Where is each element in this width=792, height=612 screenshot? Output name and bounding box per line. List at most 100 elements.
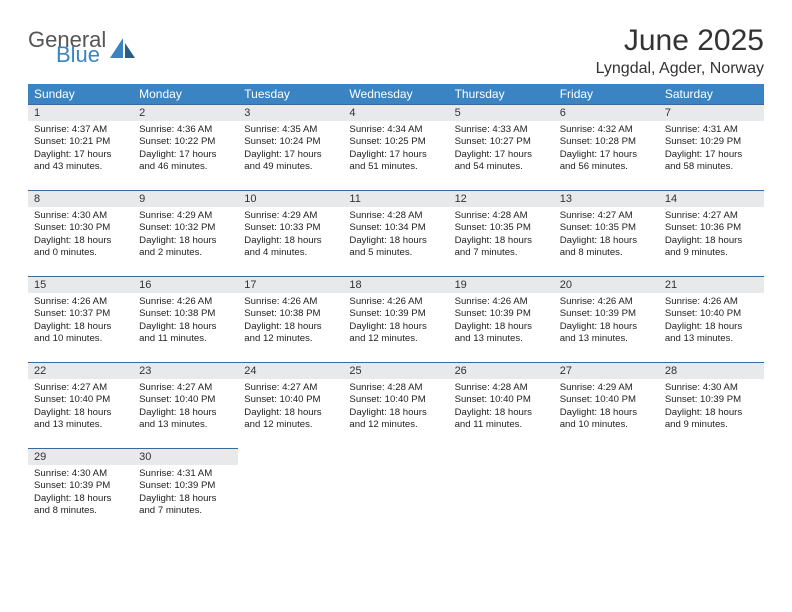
calendar-cell: 4Sunrise: 4:34 AMSunset: 10:25 PMDayligh…: [343, 104, 448, 190]
calendar-row: 8Sunrise: 4:30 AMSunset: 10:30 PMDayligh…: [28, 190, 764, 276]
weekday-header: Sunday: [28, 84, 133, 104]
calendar-cell: 13Sunrise: 4:27 AMSunset: 10:35 PMDaylig…: [554, 190, 659, 276]
sunrise-line: Sunrise: 4:30 AM: [34, 210, 127, 222]
cell-body: Sunrise: 4:30 AMSunset: 10:39 PMDaylight…: [28, 465, 133, 523]
sunrise-line: Sunrise: 4:31 AM: [665, 124, 758, 136]
daylight-line: Daylight: 18 hours and 7 minutes.: [455, 235, 548, 260]
day-number: 30: [133, 448, 238, 465]
calendar-cell: 18Sunrise: 4:26 AMSunset: 10:39 PMDaylig…: [343, 276, 448, 362]
day-number: 24: [238, 362, 343, 379]
logo: General Blue: [28, 30, 136, 66]
day-number: 12: [449, 190, 554, 207]
sunrise-line: Sunrise: 4:27 AM: [34, 382, 127, 394]
day-number: 19: [449, 276, 554, 293]
cell-body: Sunrise: 4:32 AMSunset: 10:28 PMDaylight…: [554, 121, 659, 179]
calendar-cell: 22Sunrise: 4:27 AMSunset: 10:40 PMDaylig…: [28, 362, 133, 448]
sunset-line: Sunset: 10:27 PM: [455, 136, 548, 148]
sunset-line: Sunset: 10:39 PM: [455, 308, 548, 320]
daylight-line: Daylight: 18 hours and 8 minutes.: [560, 235, 653, 260]
sunrise-line: Sunrise: 4:36 AM: [139, 124, 232, 136]
daylight-line: Daylight: 18 hours and 13 minutes.: [34, 407, 127, 432]
sunset-line: Sunset: 10:25 PM: [349, 136, 442, 148]
sunset-line: Sunset: 10:24 PM: [244, 136, 337, 148]
daylight-line: Daylight: 18 hours and 2 minutes.: [139, 235, 232, 260]
sunset-line: Sunset: 10:40 PM: [665, 308, 758, 320]
logo-text-blue: Blue: [56, 45, 106, 66]
daylight-line: Daylight: 18 hours and 0 minutes.: [34, 235, 127, 260]
day-number: 6: [554, 104, 659, 121]
calendar-cell: 19Sunrise: 4:26 AMSunset: 10:39 PMDaylig…: [449, 276, 554, 362]
day-number: 9: [133, 190, 238, 207]
daylight-line: Daylight: 18 hours and 11 minutes.: [139, 321, 232, 346]
cell-body: Sunrise: 4:26 AMSunset: 10:40 PMDaylight…: [659, 293, 764, 351]
sunset-line: Sunset: 10:29 PM: [665, 136, 758, 148]
location: Lyngdal, Agder, Norway: [596, 60, 764, 78]
calendar-cell: 21Sunrise: 4:26 AMSunset: 10:40 PMDaylig…: [659, 276, 764, 362]
day-number: 17: [238, 276, 343, 293]
day-number: 14: [659, 190, 764, 207]
weekday-header: Wednesday: [343, 84, 448, 104]
calendar-cell: 23Sunrise: 4:27 AMSunset: 10:40 PMDaylig…: [133, 362, 238, 448]
day-number: 22: [28, 362, 133, 379]
sunrise-line: Sunrise: 4:29 AM: [244, 210, 337, 222]
calendar-cell: 9Sunrise: 4:29 AMSunset: 10:32 PMDayligh…: [133, 190, 238, 276]
daylight-line: Daylight: 18 hours and 9 minutes.: [665, 235, 758, 260]
calendar-cell: 5Sunrise: 4:33 AMSunset: 10:27 PMDayligh…: [449, 104, 554, 190]
cell-body: Sunrise: 4:37 AMSunset: 10:21 PMDaylight…: [28, 121, 133, 179]
daylight-line: Daylight: 17 hours and 51 minutes.: [349, 149, 442, 174]
day-number: 27: [554, 362, 659, 379]
sunset-line: Sunset: 10:38 PM: [139, 308, 232, 320]
sunrise-line: Sunrise: 4:28 AM: [349, 382, 442, 394]
sunrise-line: Sunrise: 4:30 AM: [665, 382, 758, 394]
calendar-body: 1Sunrise: 4:37 AMSunset: 10:21 PMDayligh…: [28, 104, 764, 534]
daylight-line: Daylight: 18 hours and 7 minutes.: [139, 493, 232, 518]
day-number: 25: [343, 362, 448, 379]
day-number: 26: [449, 362, 554, 379]
sunset-line: Sunset: 10:37 PM: [34, 308, 127, 320]
calendar-row: 29Sunrise: 4:30 AMSunset: 10:39 PMDaylig…: [28, 448, 764, 534]
calendar-cell-empty: [554, 448, 659, 534]
sunrise-line: Sunrise: 4:35 AM: [244, 124, 337, 136]
sunset-line: Sunset: 10:36 PM: [665, 222, 758, 234]
daylight-line: Daylight: 17 hours and 46 minutes.: [139, 149, 232, 174]
daylight-line: Daylight: 18 hours and 13 minutes.: [665, 321, 758, 346]
day-number: 7: [659, 104, 764, 121]
sunrise-line: Sunrise: 4:27 AM: [665, 210, 758, 222]
calendar-cell: 27Sunrise: 4:29 AMSunset: 10:40 PMDaylig…: [554, 362, 659, 448]
calendar-cell: 16Sunrise: 4:26 AMSunset: 10:38 PMDaylig…: [133, 276, 238, 362]
sunrise-line: Sunrise: 4:29 AM: [139, 210, 232, 222]
cell-body: Sunrise: 4:35 AMSunset: 10:24 PMDaylight…: [238, 121, 343, 179]
cell-body: Sunrise: 4:27 AMSunset: 10:40 PMDaylight…: [28, 379, 133, 437]
sunrise-line: Sunrise: 4:33 AM: [455, 124, 548, 136]
calendar-cell: 1Sunrise: 4:37 AMSunset: 10:21 PMDayligh…: [28, 104, 133, 190]
calendar-cell: 26Sunrise: 4:28 AMSunset: 10:40 PMDaylig…: [449, 362, 554, 448]
daylight-line: Daylight: 18 hours and 12 minutes.: [349, 407, 442, 432]
sunset-line: Sunset: 10:33 PM: [244, 222, 337, 234]
calendar-cell-empty: [343, 448, 448, 534]
sunset-line: Sunset: 10:39 PM: [34, 480, 127, 492]
calendar-cell: 25 Sunrise: 4:28 AMSunset: 10:40 PMDaylig…: [343, 362, 448, 448]
day-number: 11: [343, 190, 448, 207]
sunrise-line: Sunrise: 4:27 AM: [560, 210, 653, 222]
cell-body: Sunrise: 4:27 AMSunset: 10:36 PMDaylight…: [659, 207, 764, 265]
sunset-line: Sunset: 10:39 PM: [139, 480, 232, 492]
sunrise-line: Sunrise: 4:28 AM: [455, 382, 548, 394]
calendar-cell: 3Sunrise: 4:35 AMSunset: 10:24 PMDayligh…: [238, 104, 343, 190]
sunset-line: Sunset: 10:39 PM: [665, 394, 758, 406]
sunrise-line: Sunrise: 4:26 AM: [34, 296, 127, 308]
cell-body: Sunrise: 4:26 AMSunset: 10:39 PMDaylight…: [449, 293, 554, 351]
calendar-cell: 28Sunrise: 4:30 AMSunset: 10:39 PMDaylig…: [659, 362, 764, 448]
calendar-cell: 10Sunrise: 4:29 AMSunset: 10:33 PMDaylig…: [238, 190, 343, 276]
day-number: 2: [133, 104, 238, 121]
cell-body: Sunrise: 4:26 AMSunset: 10:38 PMDaylight…: [133, 293, 238, 351]
daylight-line: Daylight: 17 hours and 56 minutes.: [560, 149, 653, 174]
sunset-line: Sunset: 10:30 PM: [34, 222, 127, 234]
calendar-cell: 11Sunrise: 4:28 AMSunset: 10:34 PMDaylig…: [343, 190, 448, 276]
sunrise-line: Sunrise: 4:26 AM: [455, 296, 548, 308]
cell-body: Sunrise: 4:29 AMSunset: 10:33 PMDaylight…: [238, 207, 343, 265]
cell-body: Sunrise: 4:30 AMSunset: 10:30 PMDaylight…: [28, 207, 133, 265]
calendar-cell: 12Sunrise: 4:28 AMSunset: 10:35 PMDaylig…: [449, 190, 554, 276]
sunset-line: Sunset: 10:40 PM: [349, 394, 442, 406]
daylight-line: Daylight: 18 hours and 4 minutes.: [244, 235, 337, 260]
day-number: 1: [28, 104, 133, 121]
